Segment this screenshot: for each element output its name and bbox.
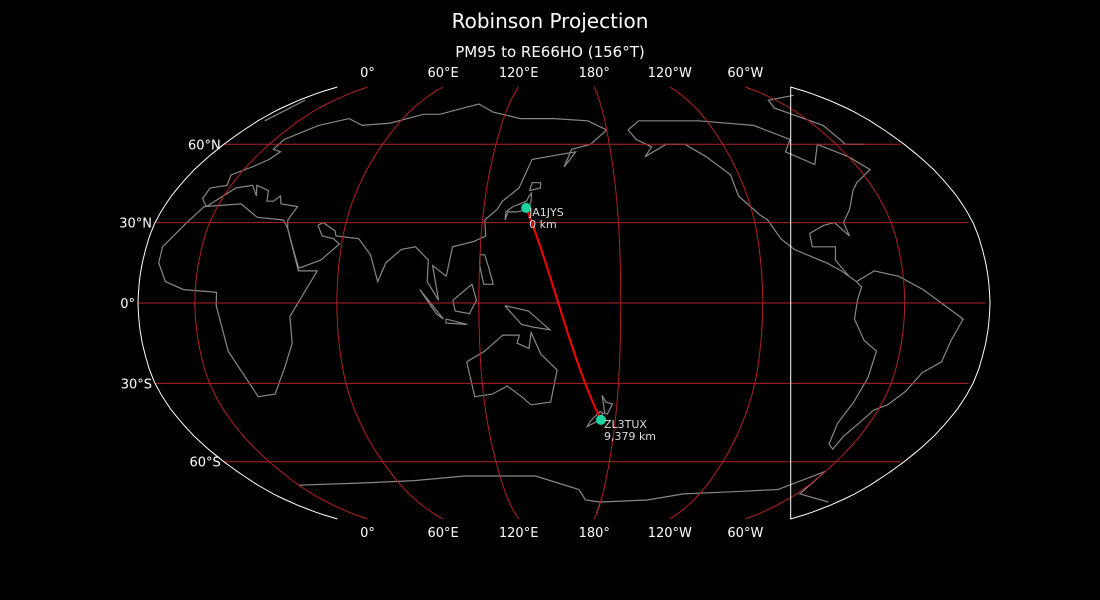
map-subtitle: PM95 to RE66HO (156°T)	[455, 43, 645, 61]
coastline	[504, 191, 533, 221]
lon-tick-top: 120°E	[499, 66, 539, 81]
tick-labels: 0° 0° 60°E 60°E 120°E 120°E 180° 180° 120°W 120°W…	[119, 66, 763, 541]
station-distance: 9,379 km	[604, 430, 656, 443]
lon-tick-bottom: 180°	[579, 526, 610, 541]
coastlines	[158, 94, 964, 514]
coastline	[528, 182, 542, 192]
lon-tick-bottom: 120°E	[499, 526, 539, 541]
lat-tick: 60°N	[188, 138, 221, 153]
coastline	[478, 254, 494, 285]
great-circle-path	[525, 207, 602, 421]
lon-tick-top: 0°	[360, 66, 375, 81]
lat-tick: 30°S	[121, 377, 152, 392]
lat-tick: 30°N	[119, 217, 152, 232]
coastline	[828, 270, 964, 451]
coastline	[452, 283, 478, 315]
map-title: Robinson Projection	[451, 9, 649, 33]
coastline	[201, 103, 608, 301]
lon-tick-bottom: 60°E	[427, 526, 458, 541]
coastline	[445, 318, 468, 325]
coastline	[466, 330, 558, 406]
lon-tick-bottom: 0°	[360, 526, 375, 541]
coastline	[627, 120, 872, 283]
map-outline	[137, 86, 991, 520]
graticule	[138, 86, 986, 520]
coastline	[601, 395, 614, 415]
station-callsign: ZL3TUX	[604, 418, 647, 431]
lat-tick: 0°	[120, 297, 135, 312]
lon-tick-top: 120°W	[648, 66, 692, 81]
lon-tick-top: 180°	[579, 66, 610, 81]
coastline	[585, 410, 604, 429]
coastline	[158, 203, 319, 398]
lon-tick-top: 60°W	[727, 66, 763, 81]
station-marker	[595, 414, 606, 425]
station-marker	[521, 202, 532, 213]
station-distance: 0 km	[529, 218, 557, 231]
lon-tick-bottom: 120°W	[648, 526, 692, 541]
coastline	[298, 470, 829, 514]
coastline	[504, 305, 552, 331]
lon-tick-bottom: 60°W	[727, 526, 763, 541]
lat-tick: 60°S	[189, 456, 220, 471]
coastline	[419, 289, 444, 320]
station-callsign: JA1JYS	[528, 206, 564, 219]
lon-tick-top: 60°E	[427, 66, 458, 81]
